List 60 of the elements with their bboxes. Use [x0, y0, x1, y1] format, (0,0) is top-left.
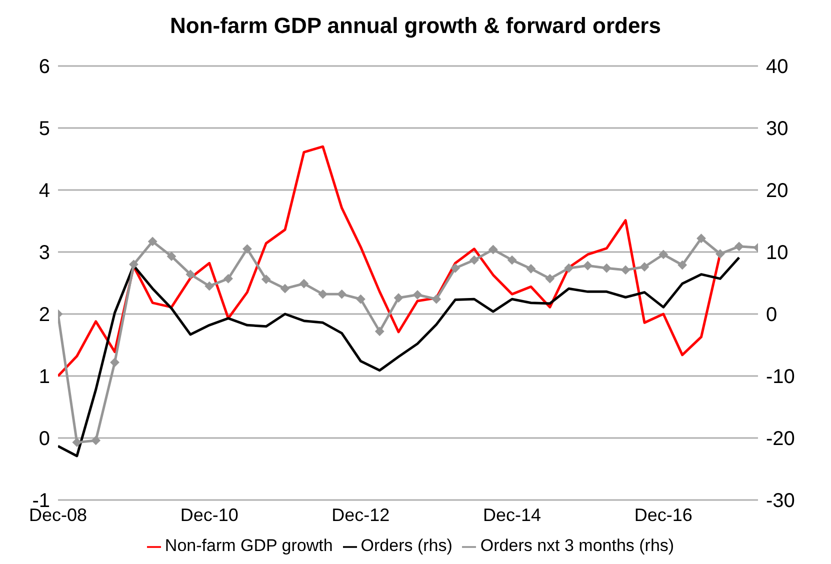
x-tick-label: Dec-12 — [332, 504, 390, 525]
point — [734, 242, 744, 251]
point — [678, 260, 687, 270]
point — [696, 234, 706, 243]
y-tick-label: 5 — [38, 118, 50, 140]
y-tick-label: 0 — [38, 428, 50, 450]
point — [412, 290, 422, 300]
point — [110, 358, 120, 367]
point — [91, 436, 100, 445]
point — [564, 264, 574, 273]
chart-title: Non-farm GDP annual growth & forward orders — [169, 12, 662, 40]
point — [450, 264, 460, 273]
point — [280, 284, 290, 294]
point — [658, 250, 668, 259]
point — [526, 264, 536, 274]
point — [186, 270, 195, 279]
point — [488, 245, 498, 254]
y2-tick-label: -20 — [766, 428, 795, 450]
point — [318, 290, 328, 299]
point — [508, 256, 517, 265]
legend-label: Non-farm GDP growth — [164, 536, 333, 555]
point — [299, 279, 308, 288]
point — [204, 282, 214, 291]
y2-tick-label: 20 — [766, 180, 788, 202]
point — [337, 290, 346, 299]
y-tick-label: 6 — [38, 56, 50, 78]
point — [545, 274, 554, 284]
y2-tick-label: 40 — [766, 56, 788, 78]
y2-tick-label: 10 — [766, 242, 788, 264]
point — [621, 265, 630, 274]
legend-label: Orders (rhs) — [360, 536, 452, 555]
point — [394, 293, 404, 302]
y-tick-label: 4 — [38, 180, 50, 202]
point — [375, 326, 384, 336]
point — [716, 249, 725, 258]
point — [167, 252, 176, 261]
point — [470, 256, 479, 265]
x-tick-label: Dec-10 — [180, 504, 238, 525]
point — [129, 260, 138, 269]
y2-tick-label: -10 — [766, 366, 795, 388]
point — [148, 236, 158, 246]
point — [602, 264, 612, 273]
point — [224, 274, 233, 284]
point — [583, 261, 592, 270]
point — [356, 294, 366, 304]
y2-tick-label: -30 — [766, 490, 795, 512]
point — [242, 244, 252, 254]
legend-label: Orders nxt 3 months (rhs) — [480, 536, 674, 555]
point — [432, 294, 441, 304]
x-tick-label: Dec-16 — [634, 504, 692, 525]
x-tick-label: Dec-14 — [483, 504, 542, 525]
y-tick-label: 3 — [38, 242, 50, 264]
y-tick-label: 2 — [38, 304, 50, 326]
y2-tick-label: 30 — [766, 118, 788, 140]
y2-tick-label: 0 — [766, 304, 778, 326]
line-series — [58, 256, 740, 458]
point — [72, 438, 82, 447]
y-tick-label: 1 — [38, 366, 50, 388]
point — [262, 274, 271, 284]
point — [640, 262, 649, 272]
